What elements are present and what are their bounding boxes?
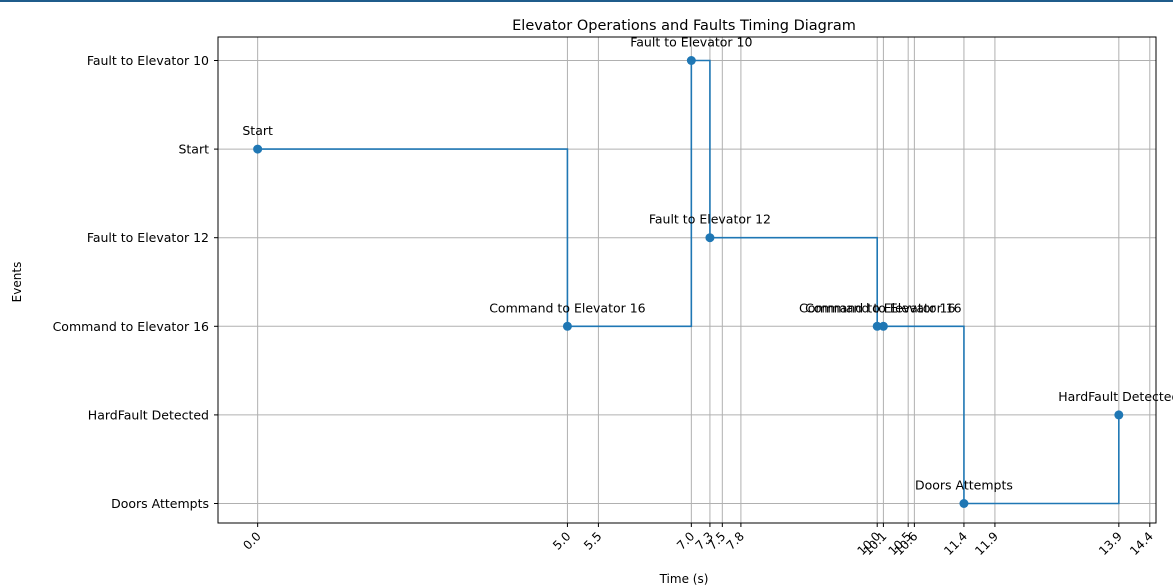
event-point (686, 56, 696, 65)
x-tick-label: 7.8 (724, 529, 747, 552)
event-point (959, 499, 969, 508)
event-step-line (257, 59, 1120, 505)
event-annotation: Command to Elevator 16 (805, 300, 961, 315)
event-point (562, 321, 572, 331)
event-point (872, 321, 882, 331)
window-top-border (0, 0, 1173, 2)
x-tick-label: 11.9 (972, 529, 1001, 558)
x-tick-label: 11.4 (941, 529, 970, 558)
x-tick-label: 0.0 (240, 529, 263, 552)
event-annotation: Command to Elevator 16 (489, 300, 645, 315)
grid-lines (218, 37, 1156, 523)
event-annotation: Start (242, 123, 273, 138)
event-point (705, 233, 715, 243)
event-annotation: Fault to Elevator 10 (630, 35, 752, 50)
event-point (253, 144, 263, 154)
event-point (1114, 410, 1124, 420)
y-tick-label: HardFault Detected (88, 407, 209, 422)
x-axis-label: Time (s) (659, 572, 709, 585)
event-annotation: Fault to Elevator 12 (649, 212, 771, 227)
x-tick-label: 10.6 (892, 529, 921, 558)
event-annotations: Start Command to Elevator 16 Fault to Elev… (242, 35, 1173, 493)
event-point (878, 321, 888, 331)
x-tick-label: 14.4 (1127, 529, 1156, 558)
x-tick-label: 13.9 (1096, 529, 1125, 558)
x-tick-label: 5.5 (581, 529, 604, 552)
x-axis-ticks: 0.0 5.0 5.5 7.07.37.57.8 10.010.110.510.6 11.… (240, 523, 1156, 558)
x-tick-label: 5.0 (550, 529, 573, 552)
y-axis-label: Events (10, 262, 24, 303)
event-annotation: Command to Elevator 16 (799, 300, 955, 315)
event-points (253, 56, 1124, 508)
chart-title: Elevator Operations and Faults Timing Di… (512, 18, 856, 34)
y-tick-label: Command to Elevator 16 (53, 319, 209, 334)
plot-frame (217, 36, 1157, 524)
x-tick-label: 10.1 (861, 529, 890, 558)
y-tick-label: Doors Attempts (111, 496, 209, 511)
y-tick-label: Start (178, 142, 209, 157)
event-annotation: HardFault Detected (1058, 389, 1173, 404)
y-tick-label: Fault to Elevator 10 (87, 53, 209, 68)
y-axis-ticks: Doors Attempts HardFault Detected Command … (53, 53, 218, 511)
event-annotation: Doors Attempts (915, 478, 1013, 493)
y-tick-label: Fault to Elevator 12 (87, 230, 209, 245)
